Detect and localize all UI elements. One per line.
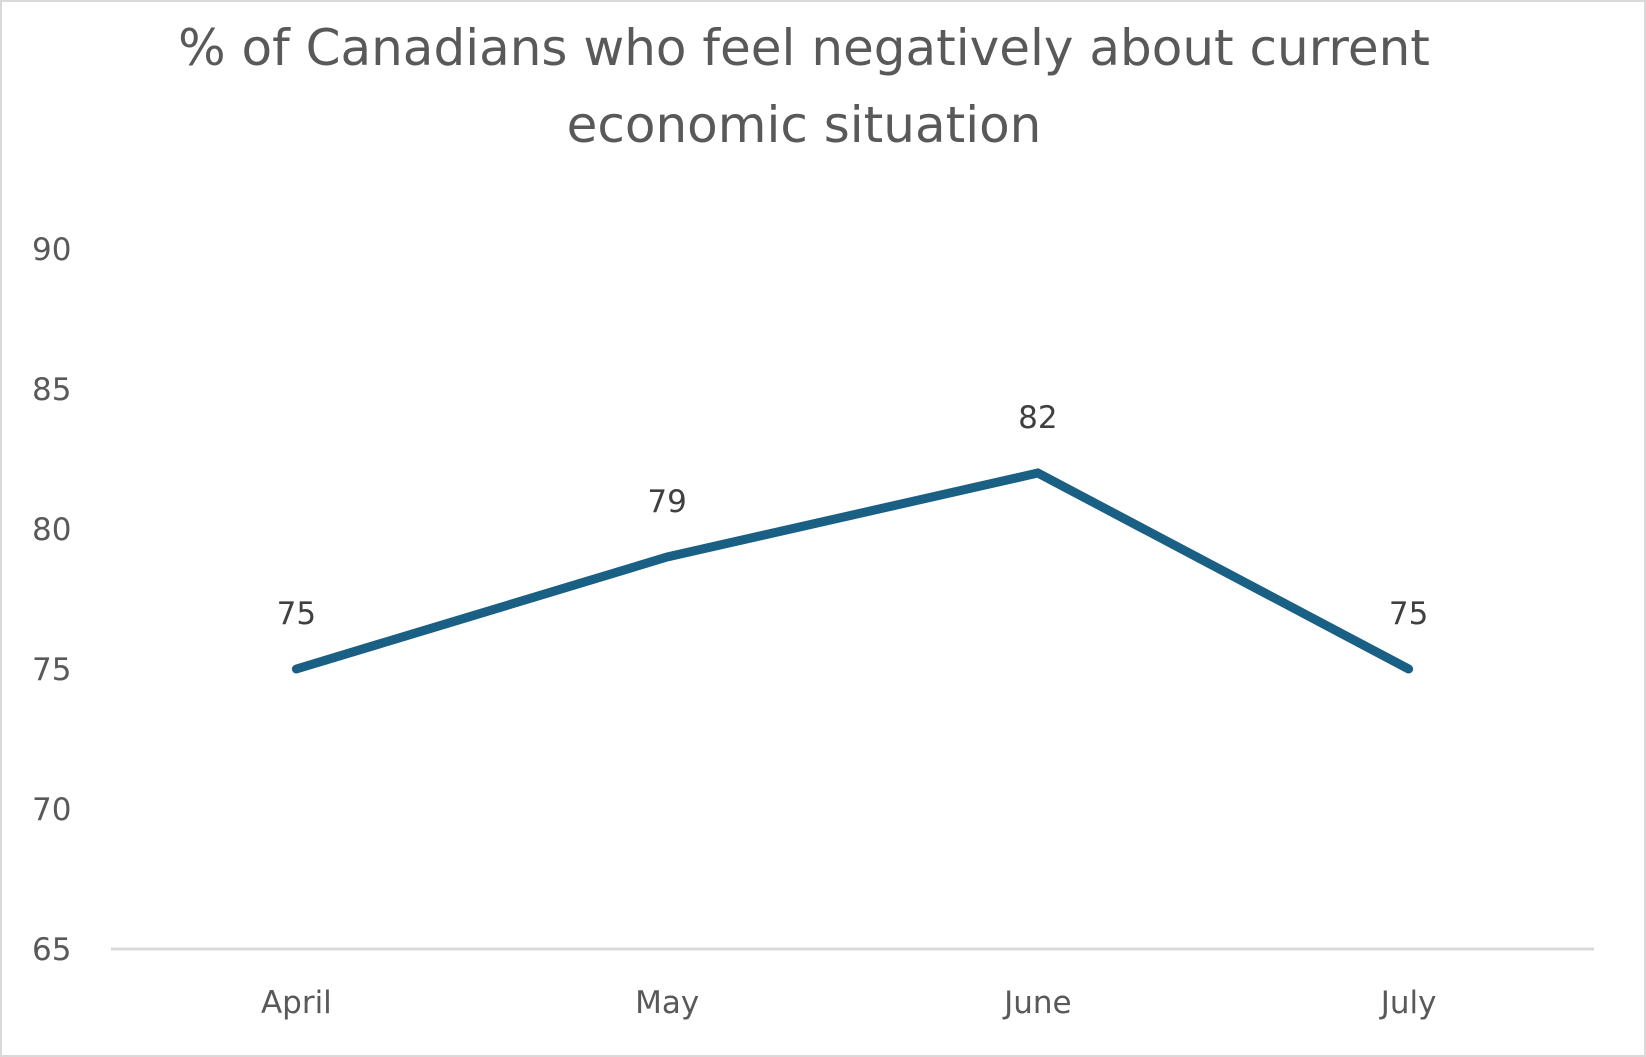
y-tick-label: 70 <box>32 792 71 828</box>
y-tick-label: 75 <box>32 652 71 688</box>
data-label: 82 <box>1018 400 1057 436</box>
y-tick-label: 65 <box>32 932 71 968</box>
x-tick-label: June <box>1002 985 1072 1021</box>
x-axis-ticks: April May June July <box>261 985 1437 1021</box>
y-axis-ticks: 65 70 75 80 85 90 <box>32 232 71 968</box>
series-group <box>291 468 1414 674</box>
x-tick-label: April <box>261 985 332 1021</box>
y-tick-label: 85 <box>32 372 71 408</box>
data-labels: 75 79 82 75 <box>277 400 1429 632</box>
data-label: 79 <box>647 484 686 520</box>
y-tick-label: 90 <box>32 232 71 268</box>
chart-title-line-1: % of Canadians who feel negatively about… <box>178 19 1430 77</box>
data-label: 75 <box>277 596 316 632</box>
chart-title-line-2: economic situation <box>566 96 1042 154</box>
series-line <box>291 468 1414 674</box>
x-tick-label: May <box>635 985 699 1021</box>
y-tick-label: 80 <box>32 512 71 548</box>
x-tick-label: July <box>1379 985 1437 1021</box>
chart-title: % of Canadians who feel negatively about… <box>0 10 1608 164</box>
data-label: 75 <box>1389 596 1428 632</box>
